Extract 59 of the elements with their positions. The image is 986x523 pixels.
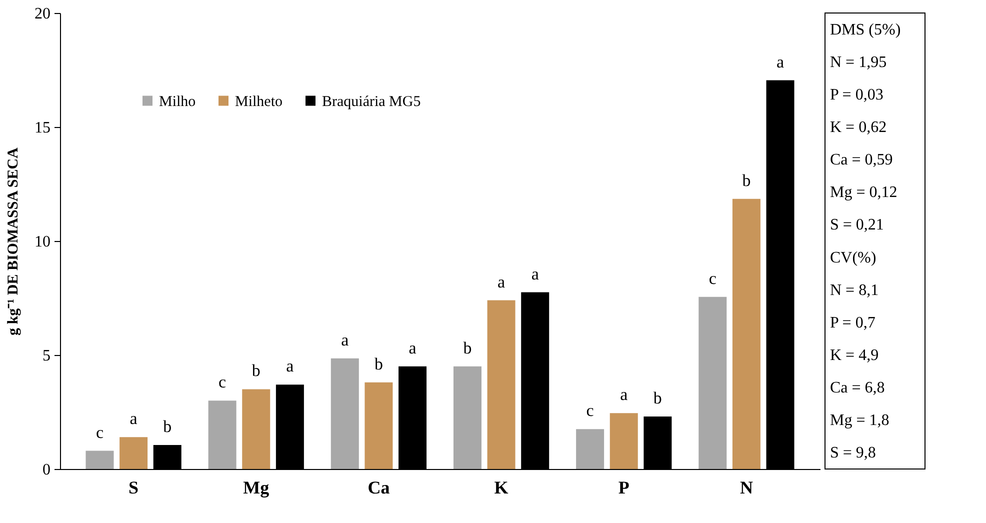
legend-label: Milheto xyxy=(235,94,282,110)
text: P = 0,03 xyxy=(830,86,884,104)
y-tick-label: 5 xyxy=(42,348,50,364)
x-tick-label: K xyxy=(494,478,508,498)
data-label: c xyxy=(218,372,227,392)
data-label: a xyxy=(531,264,540,284)
data-label: a xyxy=(408,338,417,358)
data-label: b xyxy=(653,388,662,408)
text: CV(%) xyxy=(830,249,876,266)
text: Mg = 1,8 xyxy=(830,412,890,430)
bar xyxy=(86,450,114,469)
data-label: a xyxy=(286,356,294,376)
data-label: b xyxy=(252,361,260,380)
text: DMS (5%) xyxy=(830,21,901,38)
y-tick-label: 0 xyxy=(42,462,50,478)
y-axis-title: g kg⁻¹ DE BIOMASSA SECA xyxy=(6,147,22,336)
data-label: b xyxy=(742,170,751,190)
data-label: c xyxy=(586,401,594,420)
bar xyxy=(330,358,359,469)
data-label: a xyxy=(341,330,350,350)
text: S = 0,21 xyxy=(830,216,884,234)
bar xyxy=(576,429,604,469)
bar xyxy=(242,389,270,469)
data-label: a xyxy=(498,272,506,292)
bar xyxy=(732,198,760,469)
y-tick-label: 20 xyxy=(34,6,50,22)
legend-label: Braquiária MG5 xyxy=(322,94,421,110)
x-tick-label: S xyxy=(128,478,139,498)
legend-label: Milho xyxy=(159,94,196,110)
x-tick-label: P xyxy=(618,478,630,498)
bar xyxy=(208,400,236,469)
text: Mg = 0,12 xyxy=(830,184,898,202)
data-label: a xyxy=(620,385,628,404)
data-label: c xyxy=(708,268,717,288)
text: K = 4,9 xyxy=(830,347,879,364)
text: N = 1,95 xyxy=(830,54,887,71)
data-label: b xyxy=(463,338,472,358)
text: Ca = 0,59 xyxy=(830,152,893,169)
bar xyxy=(610,413,638,469)
text: N = 8,1 xyxy=(830,282,879,299)
text: P = 0,7 xyxy=(830,314,876,332)
data-label: c xyxy=(96,422,104,442)
text: Ca = 6,8 xyxy=(830,380,885,397)
y-tick-label: 15 xyxy=(34,120,50,136)
bar xyxy=(364,382,393,469)
data-label: b xyxy=(163,417,172,436)
x-tick-label: N xyxy=(740,478,753,498)
data-label: a xyxy=(776,52,784,72)
y-tick-label: 10 xyxy=(34,234,50,250)
bar xyxy=(453,366,482,469)
bar xyxy=(698,296,727,469)
bar xyxy=(487,300,516,469)
data-label: b xyxy=(374,354,383,374)
data-label: a xyxy=(130,409,138,428)
text: S = 9,8 xyxy=(830,444,876,462)
x-tick-label: Ca xyxy=(368,478,390,498)
text: K = 0,62 xyxy=(830,119,887,136)
bar xyxy=(120,437,148,469)
x-tick-label: Mg xyxy=(243,478,270,498)
